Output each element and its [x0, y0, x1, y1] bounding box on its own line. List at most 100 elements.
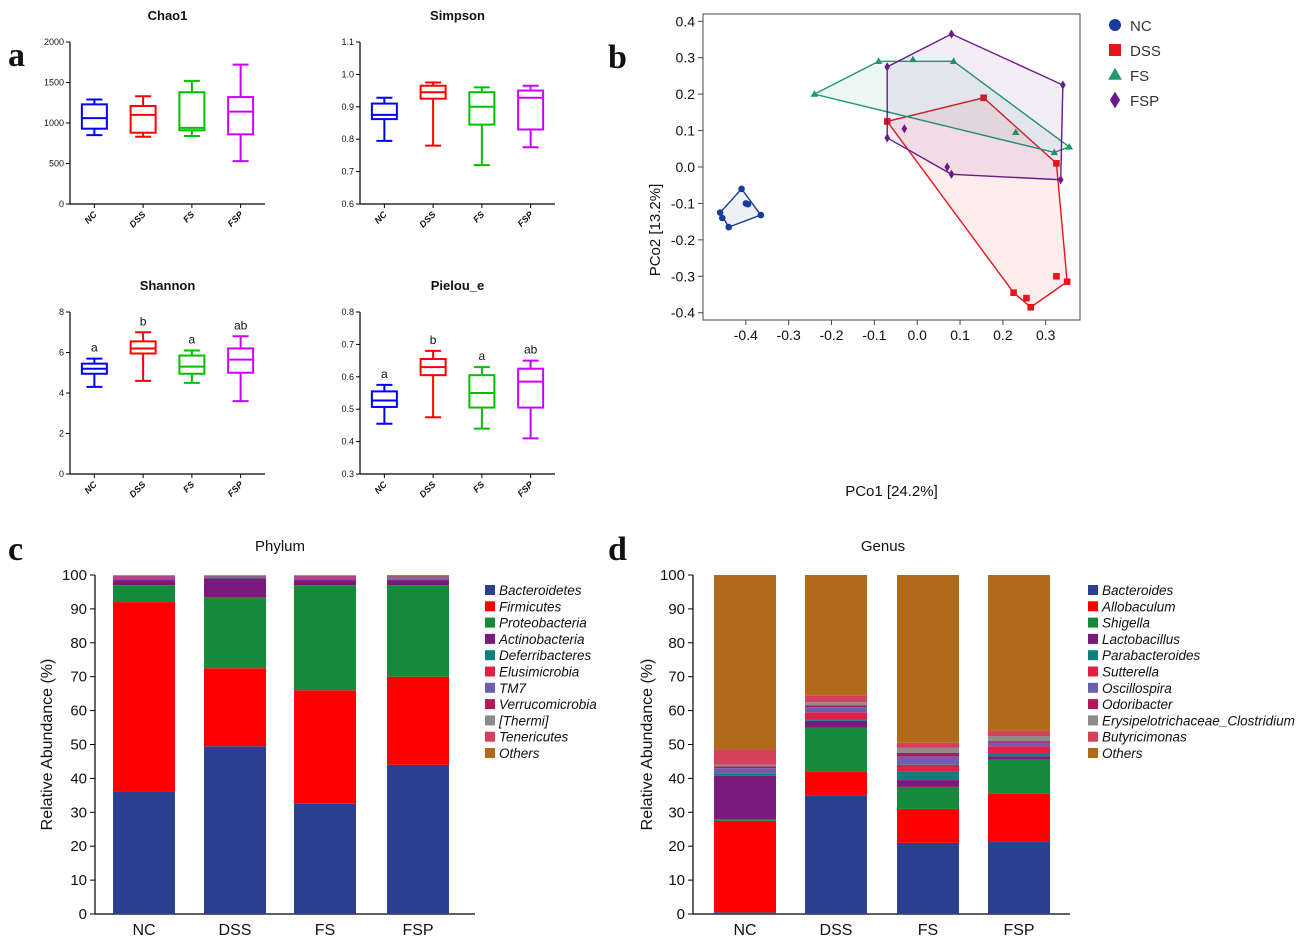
series-FS — [810, 55, 1074, 156]
significance-label: b — [430, 333, 437, 347]
y-tick-label: 10 — [668, 872, 685, 889]
y-axis-label: Relative Abundance (%) — [639, 659, 656, 831]
x-tick-label: FS — [918, 922, 938, 939]
genus-stacked-bar: Genus 0 10 20 30 40 50 60 70 80 90 100 Relative Abun… — [639, 538, 1295, 939]
legend-label: Lactobacillus — [1102, 632, 1180, 647]
legend-label: Verrucomicrobia — [499, 697, 597, 712]
x-tick-label: 0.0 — [907, 327, 927, 343]
y-axis-label: PCo2 [13.2%] — [647, 184, 664, 277]
y-tick-label: 0.3 — [341, 469, 354, 479]
bar-segment-elusimicrobia — [294, 578, 356, 580]
bar-segment-verrucomicrobia — [387, 576, 449, 578]
x-tick-label: DSS — [219, 922, 252, 939]
box-FS — [178, 349, 206, 384]
bar-segment-others — [805, 575, 867, 696]
bar-segment-firmicutes — [294, 690, 356, 804]
sample-point — [884, 133, 891, 143]
panel-letter-c: c — [8, 531, 23, 568]
bar-segment-allobaculum — [714, 820, 776, 913]
x-tick-label: FSP — [516, 209, 536, 229]
sample-point — [1050, 148, 1059, 156]
box-FS — [468, 86, 496, 167]
sample-point — [716, 209, 724, 216]
sample-point — [874, 57, 883, 64]
bar-segment-proteobacteria — [204, 597, 266, 669]
legend-swatch — [485, 617, 495, 628]
bar-segment-lactobacillus — [714, 775, 776, 820]
sample-point — [1010, 289, 1017, 296]
sample-point — [944, 162, 950, 172]
phylum-stacked-bar: Phylum 0 10 20 30 40 50 60 70 80 90 100 Relative Abu… — [39, 538, 597, 939]
significance-label: b — [140, 314, 147, 328]
sample-point — [718, 214, 726, 222]
bar-segment-shigella — [897, 786, 959, 809]
legend-label: TM7 — [499, 681, 526, 696]
bar-segment-erysipelotrichaceae-clostridium — [714, 764, 776, 767]
legend-label: Butyricimonas — [1102, 730, 1187, 745]
series-NC — [716, 185, 765, 231]
x-tick-label: FSP — [402, 922, 433, 939]
y-tick-label: 100 — [660, 567, 685, 584]
y-tick-label: 0.8 — [341, 307, 354, 317]
y-tick-label: 0.6 — [341, 199, 354, 209]
bar-segment-actinobacteria — [294, 580, 356, 586]
sample-point — [744, 200, 752, 208]
iqr-box — [178, 354, 206, 375]
y-tick-label: 70 — [70, 669, 87, 686]
y-tick-label: 6 — [59, 348, 64, 358]
sample-point — [738, 185, 745, 193]
legend-swatch — [485, 650, 495, 661]
legend-label: FSP — [1130, 93, 1159, 110]
bar-segment-shigella — [988, 759, 1050, 794]
y-tick-label: 30 — [70, 804, 87, 821]
legend-label: Actinobacteria — [498, 632, 585, 647]
bar-FS — [897, 575, 959, 914]
x-tick-label: DSS — [127, 209, 147, 229]
bar-segment-verrucomicrobia — [113, 576, 175, 577]
x-tick-label: -0.1 — [862, 327, 886, 343]
x-tick-label: 0.1 — [950, 327, 970, 343]
box-NC — [370, 383, 398, 425]
y-tick-label: 1.1 — [341, 37, 354, 47]
legend-label: Erysipelotrichaceae_Clostridium — [1102, 713, 1295, 728]
bar-FS — [294, 575, 356, 914]
sample-point — [948, 169, 955, 179]
bar-segment-oscillospira — [714, 768, 776, 774]
sample-point — [1053, 272, 1060, 280]
bar-segment-butyricimonas — [988, 730, 1050, 737]
box-NC — [370, 96, 398, 142]
bar-segment-allobaculum — [805, 771, 867, 796]
series-FSP — [884, 29, 1066, 185]
legend-label: Elusimicrobia — [499, 665, 580, 680]
legend-swatch — [1088, 666, 1098, 677]
bar-segment-actinobacteria — [204, 578, 266, 598]
sample-point — [1057, 175, 1064, 185]
sample-point — [948, 29, 955, 39]
y-tick-label: -0.1 — [671, 195, 695, 211]
bar-segment-sutterella — [805, 712, 867, 720]
chart-title: Pielou_e — [431, 278, 484, 293]
bar-segment-bacteroides — [897, 842, 959, 914]
sample-point — [1023, 294, 1030, 302]
legend-label: Odoribacter — [1102, 697, 1173, 712]
bar-segment-erysipelotrichaceae-clostridium — [805, 702, 867, 706]
box-FSP — [517, 359, 545, 440]
legend-swatch — [1088, 633, 1098, 644]
legend-swatch — [1088, 715, 1098, 726]
y-tick-label: 2 — [59, 429, 64, 439]
bar-segment-tm7 — [204, 576, 266, 578]
iqr-box — [370, 390, 398, 408]
legend-marker-DSS — [1109, 44, 1121, 56]
y-tick-label: 100 — [62, 567, 87, 584]
x-tick-label: FSP — [226, 479, 246, 499]
bar-segment-proteobacteria — [113, 585, 175, 603]
bar-segment-bacteroidetes — [204, 746, 266, 914]
legend-swatch — [485, 682, 495, 693]
bar-segment-shigella — [805, 727, 867, 772]
shannon-boxplot: Shannon 0 2 4 6 8 NC a DSS b FS a FSP ab — [59, 278, 265, 500]
bar-segment-bacteroides — [988, 841, 1050, 914]
bar-segment-erysipelotrichaceae-clostridium — [897, 747, 959, 753]
series-DSS — [883, 94, 1071, 311]
box-FSP — [227, 63, 255, 163]
